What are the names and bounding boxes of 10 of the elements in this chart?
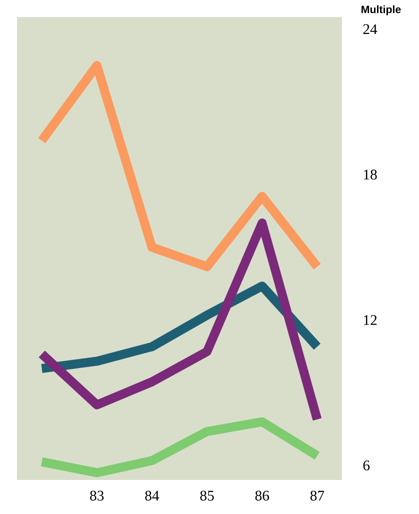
y-axis-title: Multiple: [362, 5, 401, 16]
y-tick-label: 24: [363, 24, 378, 34]
y-tick-label: 12: [364, 315, 377, 325]
x-tick-label: 86: [255, 490, 270, 501]
x-tick-label: 87: [310, 490, 324, 501]
y-tick-label: 18: [364, 170, 377, 180]
x-tick-label: 83: [90, 490, 104, 501]
x-tick-label: 84: [145, 490, 160, 501]
y-tick-label: 6: [363, 460, 370, 470]
x-tick-label: 85: [200, 490, 214, 501]
